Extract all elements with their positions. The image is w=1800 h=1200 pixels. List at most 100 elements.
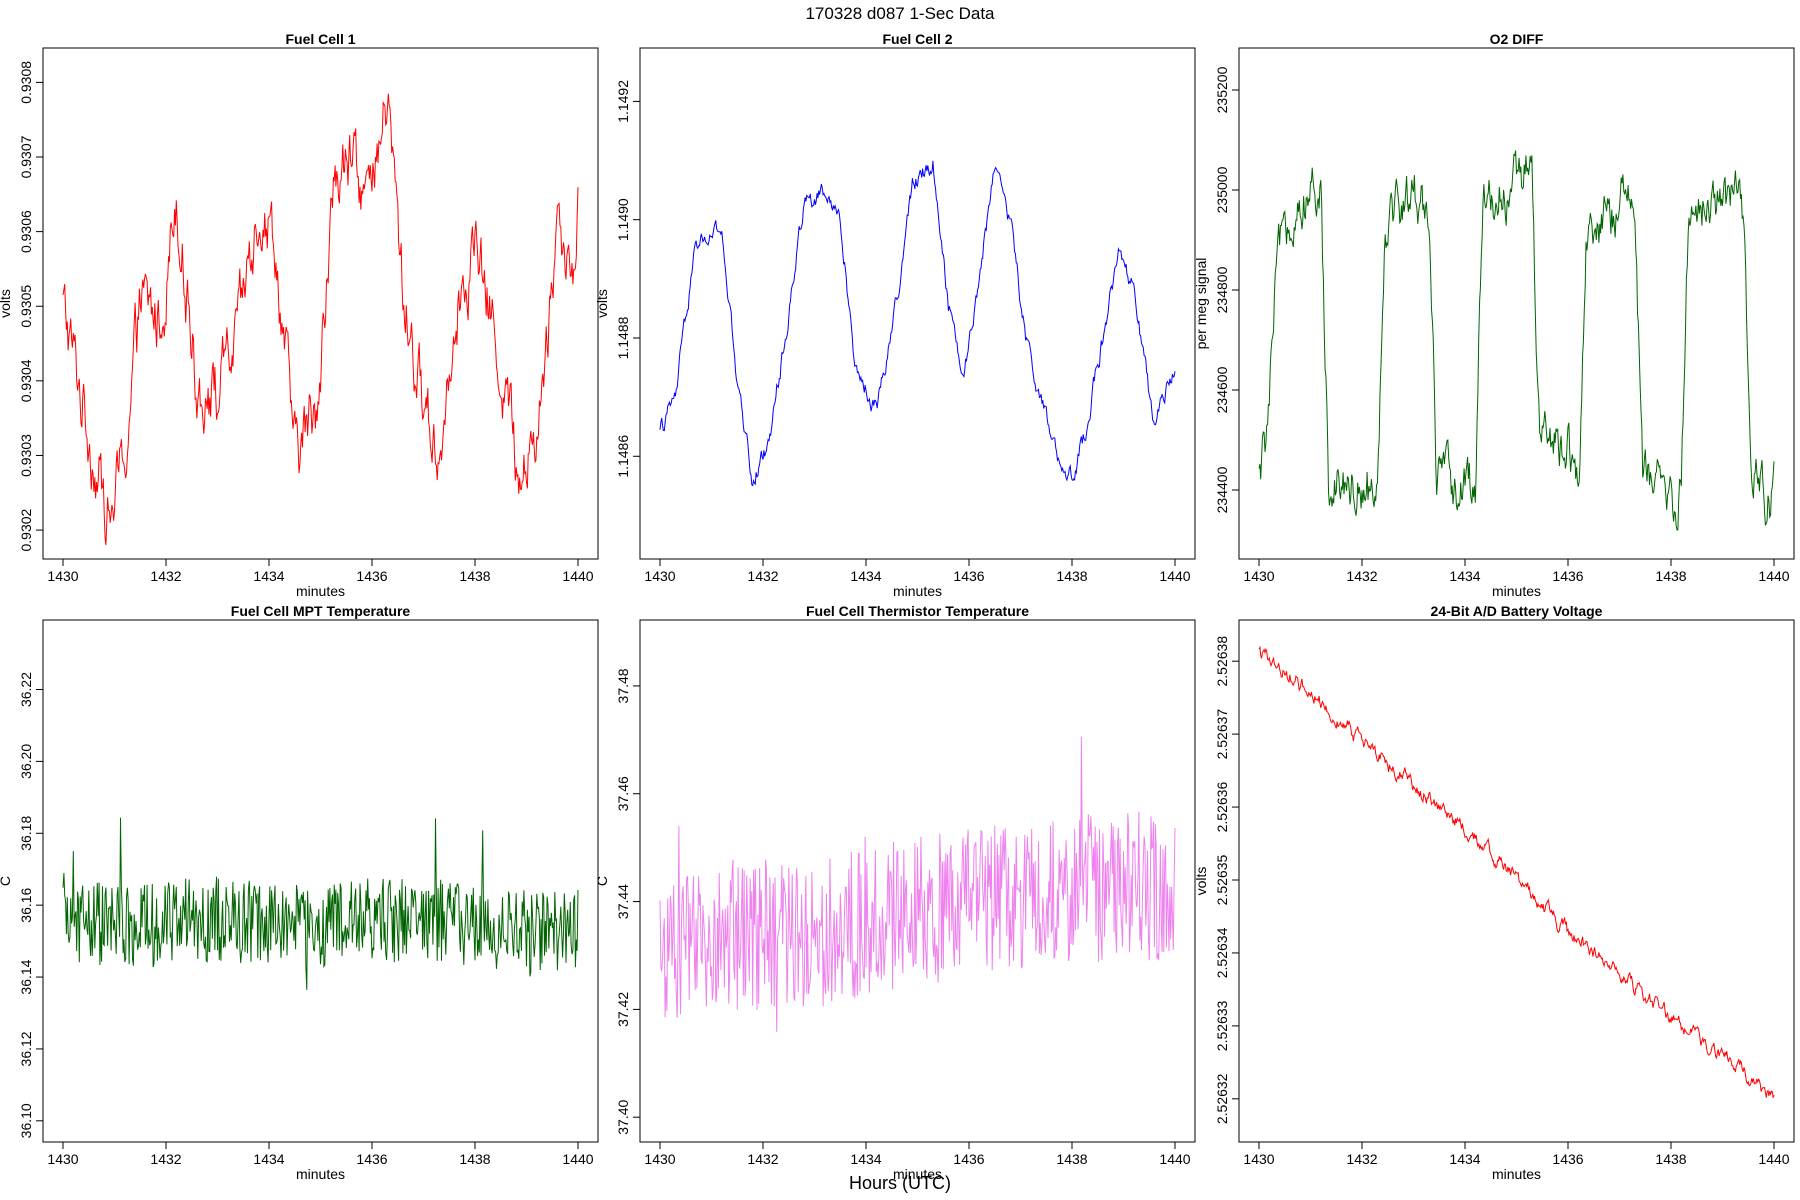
plot-frame [639, 619, 1196, 1143]
x-tick-label: 1436 [356, 1151, 387, 1167]
panel-title: Fuel Cell Thermistor Temperature [806, 603, 1029, 619]
x-tick-label: 1436 [953, 1151, 984, 1167]
panels: Fuel Cell 1 1430 1432 1434 1436 1438 1440 minut… [0, 31, 1795, 1182]
y-tick-label: 234800 [1214, 266, 1230, 313]
y-tick-label: 1.1490 [615, 198, 631, 241]
y-axis-label: C [594, 876, 610, 886]
x-tick-label: 1434 [253, 1151, 284, 1167]
x-tick-label: 1440 [1758, 568, 1789, 584]
x-tick-label: 1438 [1655, 1151, 1686, 1167]
y-tick-label: 37.46 [615, 776, 631, 811]
x-tick-label: 1440 [562, 568, 593, 584]
x-tick-label: 1432 [1346, 568, 1377, 584]
y-tick-label: 36.16 [18, 887, 34, 922]
series-line [1258, 645, 1775, 1098]
x-tick-label: 1434 [253, 568, 284, 584]
chart-panel-5: Fuel Cell Thermistor Temperature 1430 1432… [594, 603, 1196, 1182]
series-line [62, 93, 579, 546]
panel-title: Fuel Cell 2 [882, 31, 952, 47]
y-tick-label: 36.10 [18, 1103, 34, 1138]
x-tick-label: 1436 [1552, 1151, 1583, 1167]
y-axis-label: volts [594, 289, 610, 318]
x-tick-label: 1430 [1243, 1151, 1274, 1167]
y-tick-label: 1.1492 [615, 80, 631, 123]
x-tick-label: 1436 [953, 568, 984, 584]
x-tick-label: 1434 [850, 568, 881, 584]
y-tick-label: 36.18 [18, 816, 34, 851]
x-axis-label: minutes [296, 1166, 345, 1182]
panel-title: 24-Bit A/D Battery Voltage [1431, 603, 1603, 619]
x-axis-label: minutes [893, 1166, 942, 1182]
chart-panel-1: Fuel Cell 1 1430 1432 1434 1436 1438 1440 minut… [0, 31, 599, 599]
x-tick-label: 1438 [1056, 1151, 1087, 1167]
x-tick-label: 1430 [1243, 568, 1274, 584]
y-axis-label: volts [0, 289, 13, 318]
y-tick-label: 1.1486 [615, 435, 631, 478]
x-tick-label: 1430 [47, 568, 78, 584]
x-tick-label: 1430 [644, 1151, 675, 1167]
y-tick-label: 234400 [1214, 466, 1230, 513]
y-tick-label: 36.14 [18, 959, 34, 994]
x-axis-label: minutes [296, 583, 345, 599]
series-line [659, 736, 1176, 1032]
panel-title: O2 DIFF [1490, 31, 1544, 47]
y-tick-label: 0.9305 [18, 285, 34, 328]
y-tick-label: 235000 [1214, 166, 1230, 213]
x-tick-label: 1440 [1159, 1151, 1190, 1167]
x-tick-label: 1440 [1758, 1151, 1789, 1167]
y-tick-label: 0.9306 [18, 210, 34, 253]
y-tick-label: 234600 [1214, 366, 1230, 413]
y-tick-label: 0.9308 [18, 61, 34, 104]
x-tick-label: 1430 [47, 1151, 78, 1167]
series-line [62, 817, 579, 990]
x-tick-label: 1434 [850, 1151, 881, 1167]
x-tick-label: 1434 [1449, 1151, 1480, 1167]
chart-panel-4: Fuel Cell MPT Temperature 1430 1432 1434 143… [0, 603, 599, 1182]
plot-frame [42, 47, 599, 560]
x-axis-label: minutes [1492, 583, 1541, 599]
x-axis-label: minutes [1492, 1166, 1541, 1182]
x-tick-label: 1440 [562, 1151, 593, 1167]
chart-panel-6: 24-Bit A/D Battery Voltage 1430 1432 1434 14… [1193, 603, 1795, 1182]
plot-frame [42, 619, 599, 1143]
x-tick-label: 1432 [150, 1151, 181, 1167]
y-tick-label: 0.9302 [18, 508, 34, 551]
series-line [1258, 150, 1775, 531]
x-tick-label: 1436 [356, 568, 387, 584]
y-tick-label: 0.9307 [18, 135, 34, 178]
x-tick-label: 1430 [644, 568, 675, 584]
x-tick-label: 1432 [150, 568, 181, 584]
y-axis-label: volts [1193, 867, 1209, 896]
x-tick-label: 1432 [747, 1151, 778, 1167]
x-tick-label: 1438 [459, 568, 490, 584]
panel-title: Fuel Cell MPT Temperature [231, 603, 411, 619]
y-tick-label: 0.9303 [18, 434, 34, 477]
y-tick-label: 36.22 [18, 672, 34, 707]
panel-title: Fuel Cell 1 [285, 31, 355, 47]
chart-panel-2: Fuel Cell 2 1430 1432 1434 1436 1438 1440 minut… [594, 31, 1196, 599]
plot-frame [1238, 47, 1795, 560]
y-tick-label: 2.52636 [1214, 782, 1230, 833]
y-tick-label: 2.52637 [1214, 709, 1230, 760]
y-tick-label: 37.48 [615, 668, 631, 703]
y-tick-label: 2.52632 [1214, 1073, 1230, 1124]
y-tick-label: 37.42 [615, 992, 631, 1027]
y-tick-label: 0.9304 [18, 359, 34, 402]
y-tick-label: 235200 [1214, 66, 1230, 113]
y-tick-label: 2.52638 [1214, 636, 1230, 687]
plot-frame [639, 47, 1196, 560]
y-tick-label: 37.40 [615, 1099, 631, 1134]
x-tick-label: 1432 [747, 568, 778, 584]
x-tick-label: 1440 [1159, 568, 1190, 584]
y-tick-label: 2.52634 [1214, 927, 1230, 978]
y-tick-label: 37.44 [615, 884, 631, 919]
x-axis-label: minutes [893, 583, 942, 599]
x-tick-label: 1438 [1056, 568, 1087, 584]
x-tick-label: 1436 [1552, 568, 1583, 584]
y-tick-label: 36.20 [18, 744, 34, 779]
outer-xlabel: Hours (UTC) [849, 1173, 951, 1193]
x-tick-label: 1438 [1655, 568, 1686, 584]
x-tick-label: 1432 [1346, 1151, 1377, 1167]
chart-panel-3: O2 DIFF 1430 1432 1434 1436 1438 1440 minutes 23… [1193, 31, 1795, 599]
y-tick-label: 2.52635 [1214, 854, 1230, 905]
